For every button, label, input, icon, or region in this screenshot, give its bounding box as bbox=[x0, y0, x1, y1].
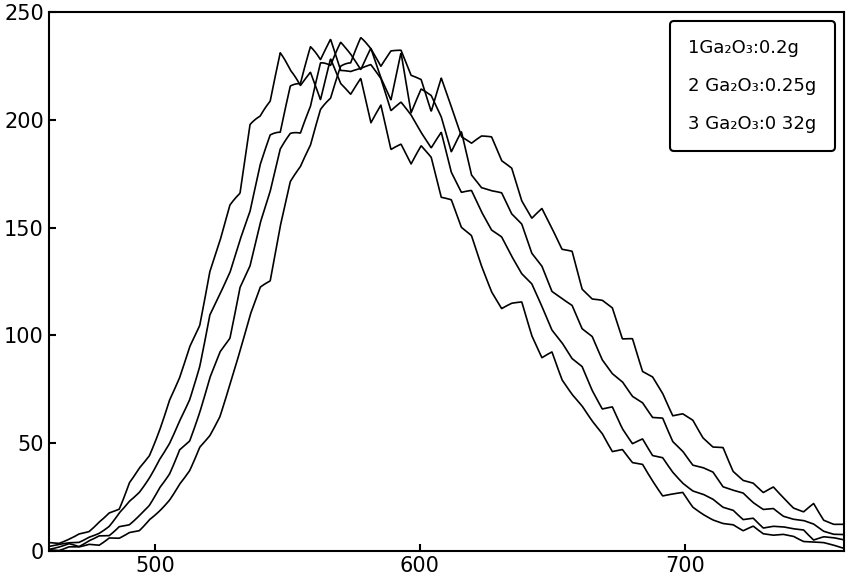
Legend: 1Ga₂O₃:0.2g, 2 Ga₂O₃:0.25g, 3 Ga₂O₃:0 32g: 1Ga₂O₃:0.2g, 2 Ga₂O₃:0.25g, 3 Ga₂O₃:0 32… bbox=[671, 21, 834, 151]
